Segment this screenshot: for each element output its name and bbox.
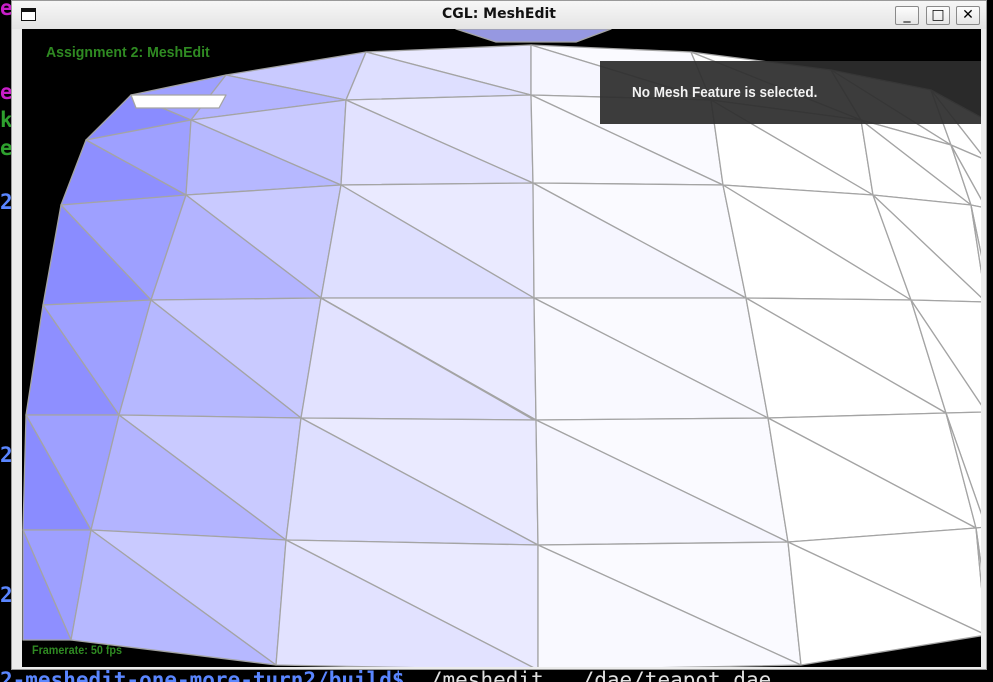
app-title: Assignment 2: MeshEdit bbox=[46, 44, 210, 61]
terminal-fragment: k bbox=[0, 108, 13, 132]
mesh-face[interactable] bbox=[275, 539, 538, 667]
framerate-label: Framerate: 50 fps bbox=[32, 643, 123, 657]
terminal-fragment: 2 bbox=[0, 190, 13, 214]
mesh-face[interactable] bbox=[455, 29, 612, 43]
terminal-fragment: e bbox=[0, 0, 13, 20]
mesh-face[interactable] bbox=[787, 541, 981, 666]
info-panel: No Mesh Feature is selected. bbox=[600, 61, 981, 124]
terminal-command-line: 2-meshedit-one-more-turn2/build$ ./meshe… bbox=[0, 666, 993, 682]
close-button[interactable]: ✕ bbox=[956, 6, 980, 25]
title-bar[interactable]: CGL: MeshEdit _ □ ✕ bbox=[12, 1, 986, 29]
mesh-face[interactable] bbox=[70, 529, 277, 666]
meshedit-window: CGL: MeshEdit _ □ ✕ Assignment 2: MeshEd… bbox=[11, 0, 987, 670]
maximize-button[interactable]: □ bbox=[926, 6, 950, 25]
info-panel-text: No Mesh Feature is selected. bbox=[632, 84, 818, 101]
window-menu-icon[interactable] bbox=[21, 8, 36, 21]
terminal-fragment: 2 bbox=[0, 443, 13, 467]
terminal-fragment: e bbox=[0, 136, 13, 160]
mesh-viewport[interactable]: Assignment 2: MeshEdit No Mesh Feature i… bbox=[22, 29, 981, 667]
mesh-face[interactable] bbox=[130, 94, 227, 109]
terminal-path: 2-meshedit-one-more-turn2/build$ bbox=[0, 668, 418, 682]
mesh-face[interactable] bbox=[22, 529, 72, 641]
minimize-button[interactable]: _ bbox=[895, 6, 919, 25]
terminal-fragment: e bbox=[0, 80, 13, 104]
window-title: CGL: MeshEdit bbox=[442, 6, 556, 22]
terminal-command: ./meshedit ../dae/teapot.dae bbox=[417, 668, 772, 682]
terminal-fragment: 2 bbox=[0, 583, 13, 607]
mesh-edge[interactable] bbox=[320, 297, 535, 421]
mesh-face[interactable] bbox=[975, 527, 981, 635]
mesh-render[interactable] bbox=[22, 29, 981, 667]
mesh-face[interactable] bbox=[945, 412, 981, 529]
mesh-face[interactable] bbox=[537, 544, 802, 667]
mesh-face[interactable] bbox=[970, 204, 981, 302]
